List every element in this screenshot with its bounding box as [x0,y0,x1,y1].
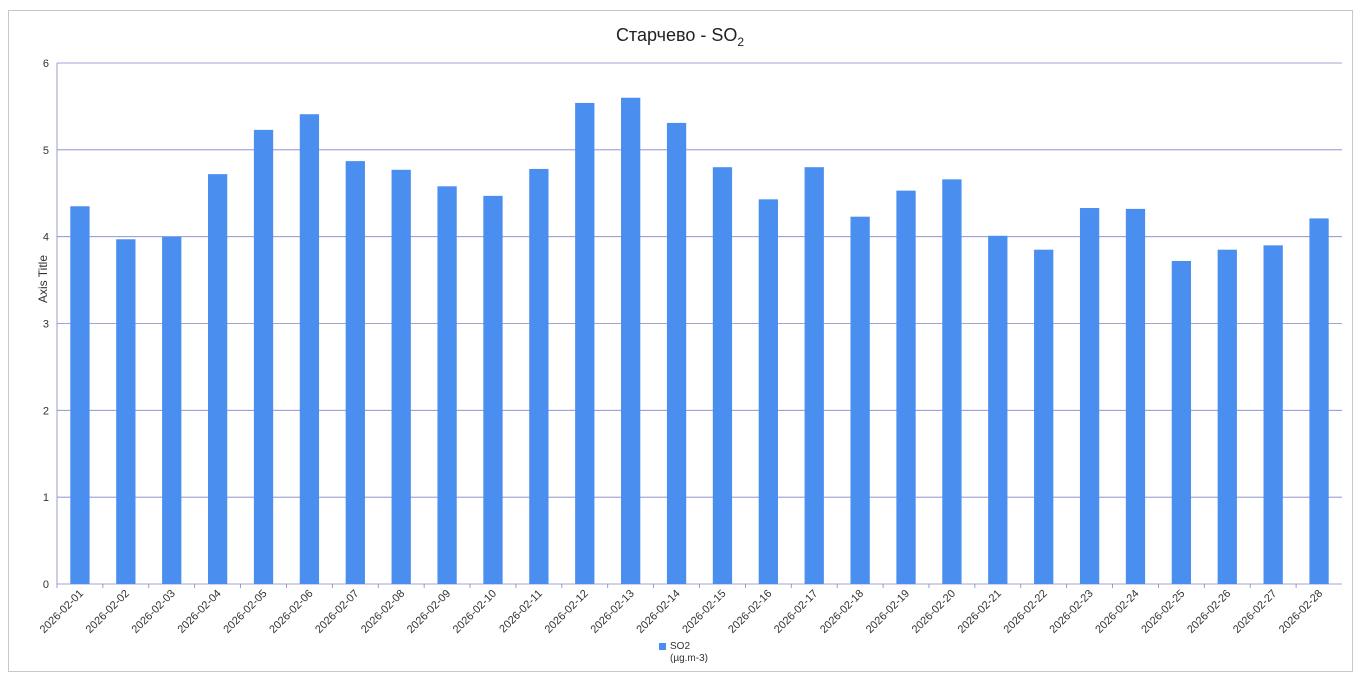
bar-2026-02-20[interactable] [942,179,962,584]
bar-2026-02-03[interactable] [162,236,182,584]
legend[interactable]: SO2 (µg.m-3) [659,641,708,664]
y-tick-label: 4 [43,232,49,244]
bar-2026-02-26[interactable] [1217,249,1237,585]
x-tick-label: 2026-02-03 [130,588,178,636]
legend-swatch [659,643,666,650]
bar-2026-02-16[interactable] [758,199,778,584]
x-tick-label: 2026-02-20 [910,588,958,636]
y-axis-title: Axis Title [36,255,50,303]
bar-2026-02-14[interactable] [666,122,687,584]
x-tick-label: 2026-02-19 [864,588,912,636]
legend-label-line2: (µg.m-3) [670,653,708,664]
x-tick-label: 2026-02-23 [1047,588,1095,636]
bar-2026-02-13[interactable] [621,97,641,584]
x-tick-label: 2026-02-10 [451,588,499,636]
x-tick-label: 2026-02-14 [634,588,682,636]
x-tick-labels: 2026-02-012026-02-022026-02-032026-02-04… [38,588,1325,636]
x-tick-label: 2026-02-26 [1185,588,1233,636]
x-tick-label: 2026-02-27 [1231,588,1279,636]
x-tick-label: 2026-02-15 [680,588,728,636]
x-tick-label: 2026-02-25 [1139,588,1187,636]
bar-2026-02-22[interactable] [1034,249,1054,585]
bar-2026-02-07[interactable] [345,161,365,584]
bar-2026-02-10[interactable] [483,195,503,585]
bar-2026-02-17[interactable] [804,167,824,584]
gridlines [57,62,1342,498]
bar-2026-02-01[interactable] [70,206,90,584]
y-tick-label: 5 [43,145,49,157]
bar-2026-02-23[interactable] [1079,208,1100,585]
y-tick-label: 1 [43,492,49,504]
bar-2026-02-05[interactable] [253,129,274,584]
bar-2026-02-04[interactable] [207,174,228,584]
x-tick-label: 2026-02-07 [313,588,361,636]
x-tick-label: 2026-02-17 [772,588,820,636]
bars [70,97,1329,585]
x-tick-label: 2026-02-12 [543,588,591,636]
bar-2026-02-08[interactable] [391,169,411,584]
bar-2026-02-28[interactable] [1309,218,1329,584]
x-tick-label: 2026-02-22 [1002,588,1050,636]
bar-2026-02-11[interactable] [529,168,549,585]
bar-2026-02-15[interactable] [712,167,733,584]
y-tick-label: 0 [43,579,49,591]
x-tick-label: 2026-02-28 [1277,588,1325,636]
bar-2026-02-19[interactable] [896,190,916,584]
x-tick-label: 2026-02-24 [1093,588,1141,636]
axes [56,63,1342,588]
x-tick-label: 2026-02-04 [175,588,223,636]
x-tick-label: 2026-02-02 [84,588,132,636]
bar-2026-02-25[interactable] [1171,260,1192,584]
chart-title: Старчево - SO2 [616,25,744,49]
x-tick-label: 2026-02-18 [818,588,866,636]
bar-2026-02-06[interactable] [299,114,320,585]
x-tick-label: 2026-02-08 [359,588,407,636]
x-tick-label: 2026-02-06 [267,588,315,636]
y-tick-label: 3 [43,319,49,331]
legend-label-line1: SO2 [670,641,690,652]
bar-2026-02-27[interactable] [1263,245,1283,584]
bar-2026-02-21[interactable] [988,235,1008,584]
y-tick-label: 2 [43,405,49,417]
bar-2026-02-18[interactable] [850,216,870,584]
x-tick-label: 2026-02-21 [956,588,1004,636]
x-tick-label: 2026-02-09 [405,588,453,636]
bar-2026-02-12[interactable] [575,102,595,585]
y-tick-label: 6 [43,58,49,70]
bar-2026-02-24[interactable] [1125,208,1146,584]
bar-2026-02-09[interactable] [437,186,457,584]
x-tick-label: 2026-02-11 [497,588,545,636]
x-tick-label: 2026-02-01 [38,588,86,636]
x-tick-label: 2026-02-16 [726,588,774,636]
bar-2026-02-02[interactable] [116,239,136,584]
x-tick-label: 2026-02-05 [221,588,269,636]
x-tick-label: 2026-02-13 [588,588,636,636]
y-tick-labels: 0 1 2 3 4 5 6 [43,58,49,591]
